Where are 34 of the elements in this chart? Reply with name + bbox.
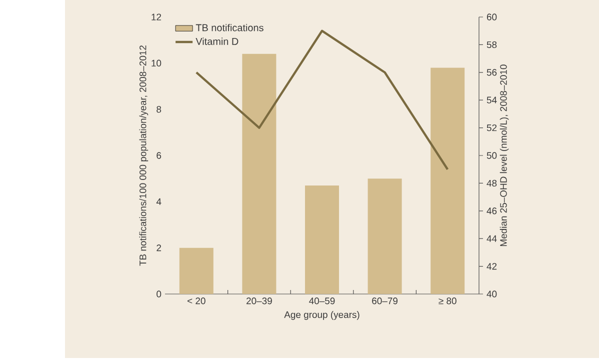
y2-tick-label: 56 — [486, 69, 497, 76]
bar — [242, 54, 276, 294]
y2-tick-label: 40 — [486, 290, 497, 298]
x-tick-label: ≥ 80 — [438, 298, 456, 304]
y-axis-title: TB notifications/100 000 population/year, 2008–2012 — [139, 46, 148, 266]
legend-label: TB notifications — [196, 24, 264, 32]
x-tick-label: < 20 — [188, 298, 206, 304]
bar — [305, 186, 339, 294]
y2-tick-label: 52 — [486, 124, 497, 132]
bar — [430, 68, 465, 294]
x-tick-label: 40–59 — [309, 298, 335, 304]
y-tick-label: 12 — [152, 14, 162, 20]
y2-tick-label: 42 — [486, 262, 497, 270]
y2-tick-label: 54 — [486, 96, 497, 104]
legend-label: Vitamin D — [196, 38, 238, 45]
y-tick-label: 6 — [156, 152, 162, 159]
y2-tick-label: 46 — [486, 208, 497, 214]
y2-tick-label: 60 — [486, 14, 497, 20]
y2-tick-label: 58 — [486, 41, 497, 48]
y-tick-label: 4 — [156, 198, 162, 205]
y-tick-label: 8 — [156, 106, 162, 113]
y-tick-label: 2 — [156, 244, 162, 252]
x-axis-title: Age group (years) — [284, 311, 360, 320]
y2-tick-label: 48 — [486, 180, 497, 187]
y2-tick-label: 50 — [486, 152, 497, 159]
y-tick-label: 10 — [152, 60, 162, 67]
y2-axis-title: Median 25–OHD level (nmol/L), 2008–2010 — [500, 64, 509, 246]
bar — [368, 178, 402, 294]
line-series — [195, 30, 449, 170]
bar — [179, 248, 214, 294]
x-tick-label: 60–79 — [372, 298, 398, 304]
x-tick-label: 20–39 — [246, 298, 272, 304]
y-tick-label: 0 — [156, 290, 162, 298]
y2-tick-label: 44 — [486, 235, 497, 242]
